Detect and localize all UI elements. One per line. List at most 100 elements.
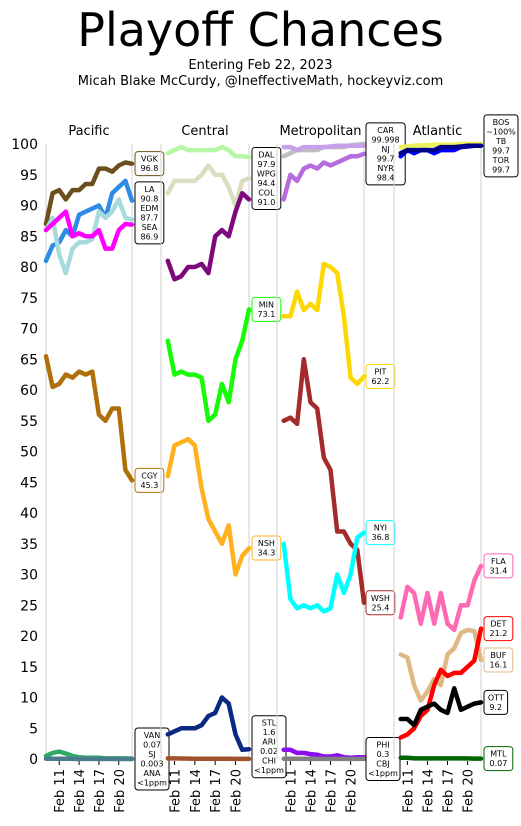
end-label-text: 99.998: [372, 135, 400, 144]
end-label-text: COL: [258, 188, 275, 197]
end-label-text: 62.2: [371, 377, 389, 386]
end-label-text: 16.1: [489, 660, 507, 669]
series-line-stl: [165, 695, 252, 753]
series-line-mtl: [398, 755, 484, 761]
series-line-nsh: [165, 436, 252, 577]
end-label-text: 36.8: [371, 533, 389, 542]
x-tick-label: Feb 14: [304, 769, 319, 813]
x-tick-label: Feb 14: [421, 769, 436, 813]
end-label-text: CHI: [262, 757, 276, 766]
series-line-ari: [165, 756, 252, 762]
end-label-text: <1ppm: [137, 779, 167, 788]
series-line-dal: [165, 144, 252, 160]
y-tick-label: 95: [20, 168, 38, 184]
series-line-min: [165, 307, 252, 424]
end-label-text: PIT: [374, 367, 386, 376]
end-label-text: 87.7: [140, 213, 158, 222]
y-tick-label: 50: [20, 445, 38, 461]
end-label-text: 31.4: [489, 566, 507, 575]
series-line-ott: [398, 686, 484, 728]
end-label-text: MTL: [490, 750, 507, 759]
series-line-det: [398, 626, 484, 740]
end-label-text: 86.9: [140, 232, 158, 241]
end-label-text: SEA: [142, 223, 158, 232]
y-tick-label: 75: [20, 291, 38, 307]
end-label-text: MIN: [259, 300, 274, 309]
y-tick-label: 25: [20, 598, 38, 614]
end-label-text: ARI: [262, 738, 275, 747]
x-tick-label: Feb 20: [229, 769, 244, 813]
end-label-text: 97.9: [257, 160, 275, 169]
end-label-text: EDM: [140, 204, 158, 213]
end-label-text: 94.4: [257, 179, 275, 188]
series-line-vgk: [43, 160, 135, 227]
end-label-text: ANA: [144, 769, 161, 778]
series-line-col: [165, 190, 252, 282]
division-label: Central: [181, 124, 228, 139]
x-tick-label: Feb 11: [53, 769, 68, 813]
end-label-text: 96.8: [140, 164, 158, 173]
x-tick-label: Feb 14: [73, 769, 88, 813]
end-label-text: 90.8: [140, 194, 158, 203]
y-tick-label: 90: [20, 199, 38, 215]
series-line-wsh: [281, 357, 367, 606]
end-label-box: [365, 590, 396, 616]
x-tick-label: Feb 17: [93, 769, 108, 813]
y-tick-label: 30: [20, 568, 38, 584]
y-tick-label: 0: [29, 752, 38, 768]
series-line-sea: [43, 209, 135, 251]
x-tick-label: Feb 17: [325, 769, 340, 813]
end-label-text: <1ppm: [368, 769, 398, 778]
end-label-text: 98.4: [377, 173, 395, 182]
end-label-box: [134, 181, 165, 245]
x-tick-label: Feb 11: [401, 769, 416, 813]
y-tick-label: 15: [20, 660, 38, 676]
x-tick-label: Feb 11: [284, 769, 299, 813]
end-label-text: 99.7: [377, 154, 395, 163]
y-tick-label: 55: [20, 414, 38, 430]
series-line-pit: [281, 261, 367, 387]
end-label-text: BOS: [493, 118, 510, 127]
end-label-text: NSH: [258, 539, 275, 548]
x-tick-label: Feb 20: [345, 769, 360, 813]
end-label-text: OTT: [488, 693, 504, 702]
y-tick-label: 85: [20, 229, 38, 245]
end-label-text: VAN: [144, 731, 160, 740]
end-label-text: TOR: [492, 156, 510, 165]
x-tick-label: Feb 17: [209, 769, 224, 813]
end-label-text: DAL: [258, 150, 274, 159]
end-label-text: WPG: [257, 169, 276, 178]
division-label: Pacific: [68, 124, 109, 139]
end-label-text: CBJ: [376, 760, 389, 769]
y-tick-label: 10: [20, 691, 38, 707]
end-label-text: FLA: [491, 557, 506, 566]
x-tick-label: Feb 14: [189, 769, 204, 813]
end-label-text: NYI: [374, 524, 387, 533]
x-tick-label: Feb 20: [462, 769, 477, 813]
end-label-text: 0.07: [143, 741, 161, 750]
end-label-text: 0.02: [260, 747, 278, 756]
y-tick-label: 100: [11, 137, 38, 153]
chart-subtitle-author: Micah Blake McCurdy, @IneffectiveMath, h…: [77, 74, 444, 89]
y-tick-label: 65: [20, 352, 38, 368]
end-label-text: CAR: [377, 126, 394, 135]
series-line-cgy: [43, 353, 135, 483]
end-label-text: TB: [495, 137, 506, 146]
y-tick-label: 35: [20, 537, 38, 553]
end-label-box: [483, 746, 514, 772]
end-label-text: 0.07: [489, 759, 507, 768]
series-line-buf: [398, 627, 484, 703]
y-tick-label: 40: [20, 506, 38, 522]
end-label-box: [365, 363, 396, 389]
series-line-tor: [398, 143, 484, 156]
end-label-box: [251, 535, 282, 561]
y-tick-label: 60: [20, 383, 38, 399]
end-label-text: 91.0: [257, 198, 275, 207]
end-label-text: LA: [144, 185, 155, 194]
end-label-text: 0.3: [377, 750, 390, 759]
end-label-text: 73.1: [257, 310, 275, 319]
end-label-text: 1.6: [263, 728, 276, 737]
end-label-text: WSH: [371, 594, 390, 603]
end-label-text: 25.4: [371, 603, 389, 612]
